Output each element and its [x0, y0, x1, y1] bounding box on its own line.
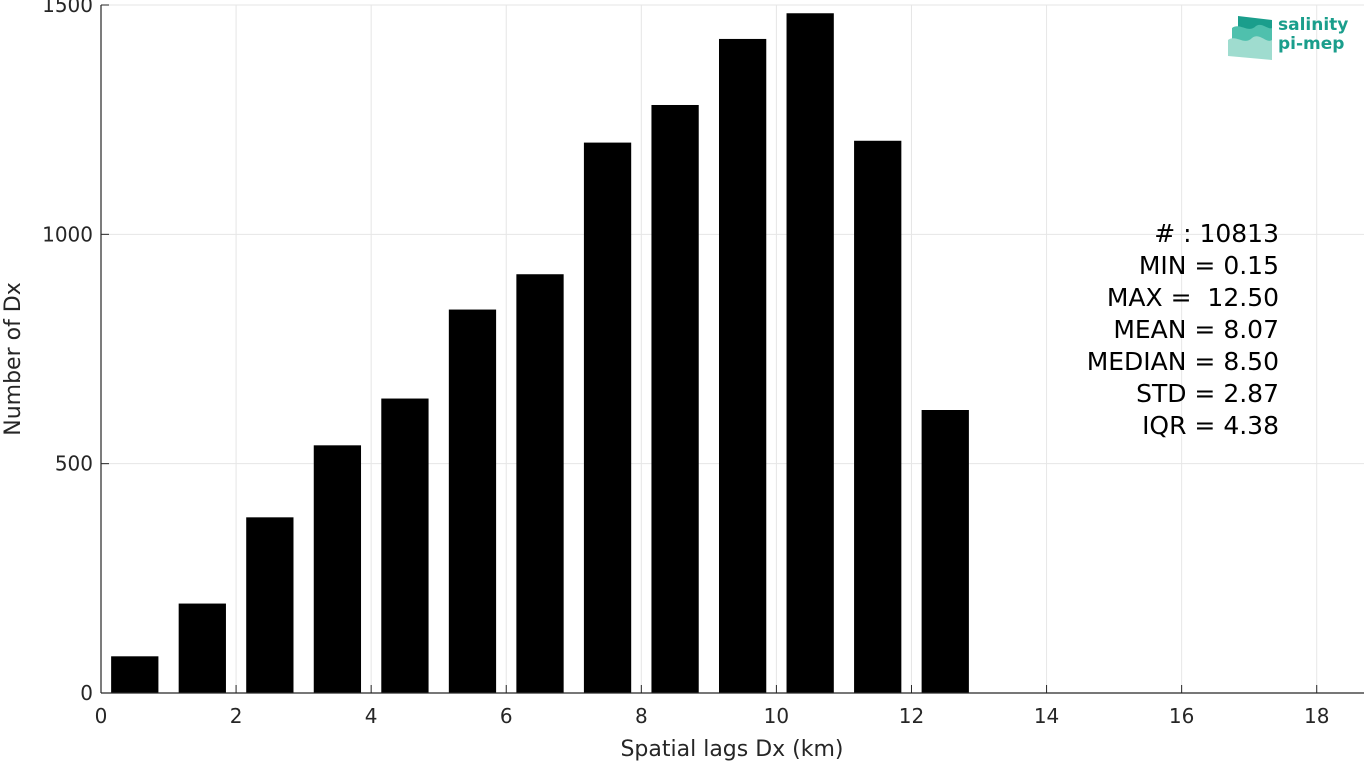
bar: [111, 656, 159, 693]
stat-max: MAX = 12.50: [1106, 283, 1279, 312]
logo-text: salinity pi-mep: [1278, 16, 1348, 54]
x-tick-label: 14: [1034, 704, 1059, 728]
stat-median: MEDIAN = 8.50: [1086, 347, 1279, 376]
x-tick-label: 2: [230, 704, 243, 728]
bar: [313, 445, 362, 693]
y-axis-label: Number of Dx: [1, 282, 26, 436]
axes: [100, 4, 1364, 694]
bar: [718, 38, 767, 693]
y-tick-labels: 0 500 1000 1500: [42, 0, 93, 705]
bar: [854, 140, 902, 694]
y-tick-label: 1500: [42, 0, 93, 17]
logo-line-1: salinity: [1278, 15, 1349, 35]
y-tick-label: 500: [55, 452, 93, 476]
x-tick-label: 0: [95, 704, 108, 728]
x-tick-labels: 0 2 4 6 8 10 12 14 16 18: [95, 704, 1330, 728]
y-tick-label: 0: [80, 681, 93, 705]
x-tick-label: 12: [899, 704, 924, 728]
statistics-box: # : 10813 MIN = 0.15 MAX = 12.50 MEAN = 8.0…: [1087, 218, 1279, 442]
bar: [651, 104, 699, 694]
x-tick-label: 4: [365, 704, 378, 728]
bar: [246, 517, 294, 693]
bar: [448, 309, 497, 693]
x-tick-label: 16: [1169, 704, 1194, 728]
bar: [516, 274, 564, 693]
stat-mean: MEAN = 8.07: [1113, 315, 1279, 344]
bar: [921, 410, 969, 693]
x-tick-label: 6: [500, 704, 513, 728]
logo-wave-icon: [1228, 16, 1272, 60]
x-axis-label: Spatial lags Dx (km): [620, 737, 843, 762]
x-tick-label: 8: [635, 704, 648, 728]
bar: [381, 398, 429, 693]
bar: [178, 603, 226, 693]
stat-std: STD = 2.87: [1136, 379, 1279, 408]
x-tick-label: 18: [1304, 704, 1329, 728]
logo-line-2: pi-mep: [1278, 34, 1345, 54]
bar: [583, 142, 632, 694]
bars: [111, 13, 969, 694]
stat-iqr: IQR = 4.38: [1142, 411, 1279, 440]
y-tick-label: 1000: [42, 222, 93, 246]
bar: [786, 13, 834, 694]
stat-count: # : 10813: [1154, 219, 1279, 248]
stat-min: MIN = 0.15: [1138, 251, 1279, 280]
salinity-pi-mep-logo: salinity pi-mep: [1228, 14, 1358, 64]
x-tick-label: 10: [764, 704, 789, 728]
